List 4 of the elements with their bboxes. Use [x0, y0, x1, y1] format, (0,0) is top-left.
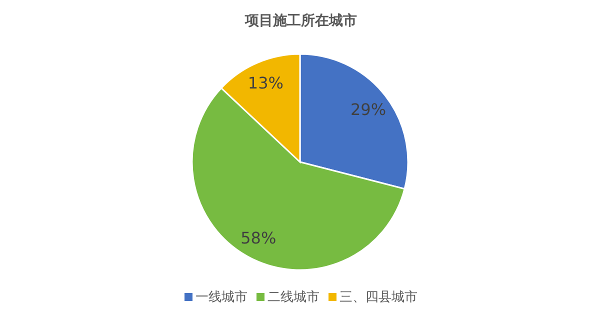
legend-label: 二线城市 [268, 290, 320, 305]
title: 项目施工所在城市 [245, 13, 357, 29]
legend-label: 三、四县城市 [340, 290, 418, 305]
legend-label: 一线城市 [196, 290, 248, 305]
